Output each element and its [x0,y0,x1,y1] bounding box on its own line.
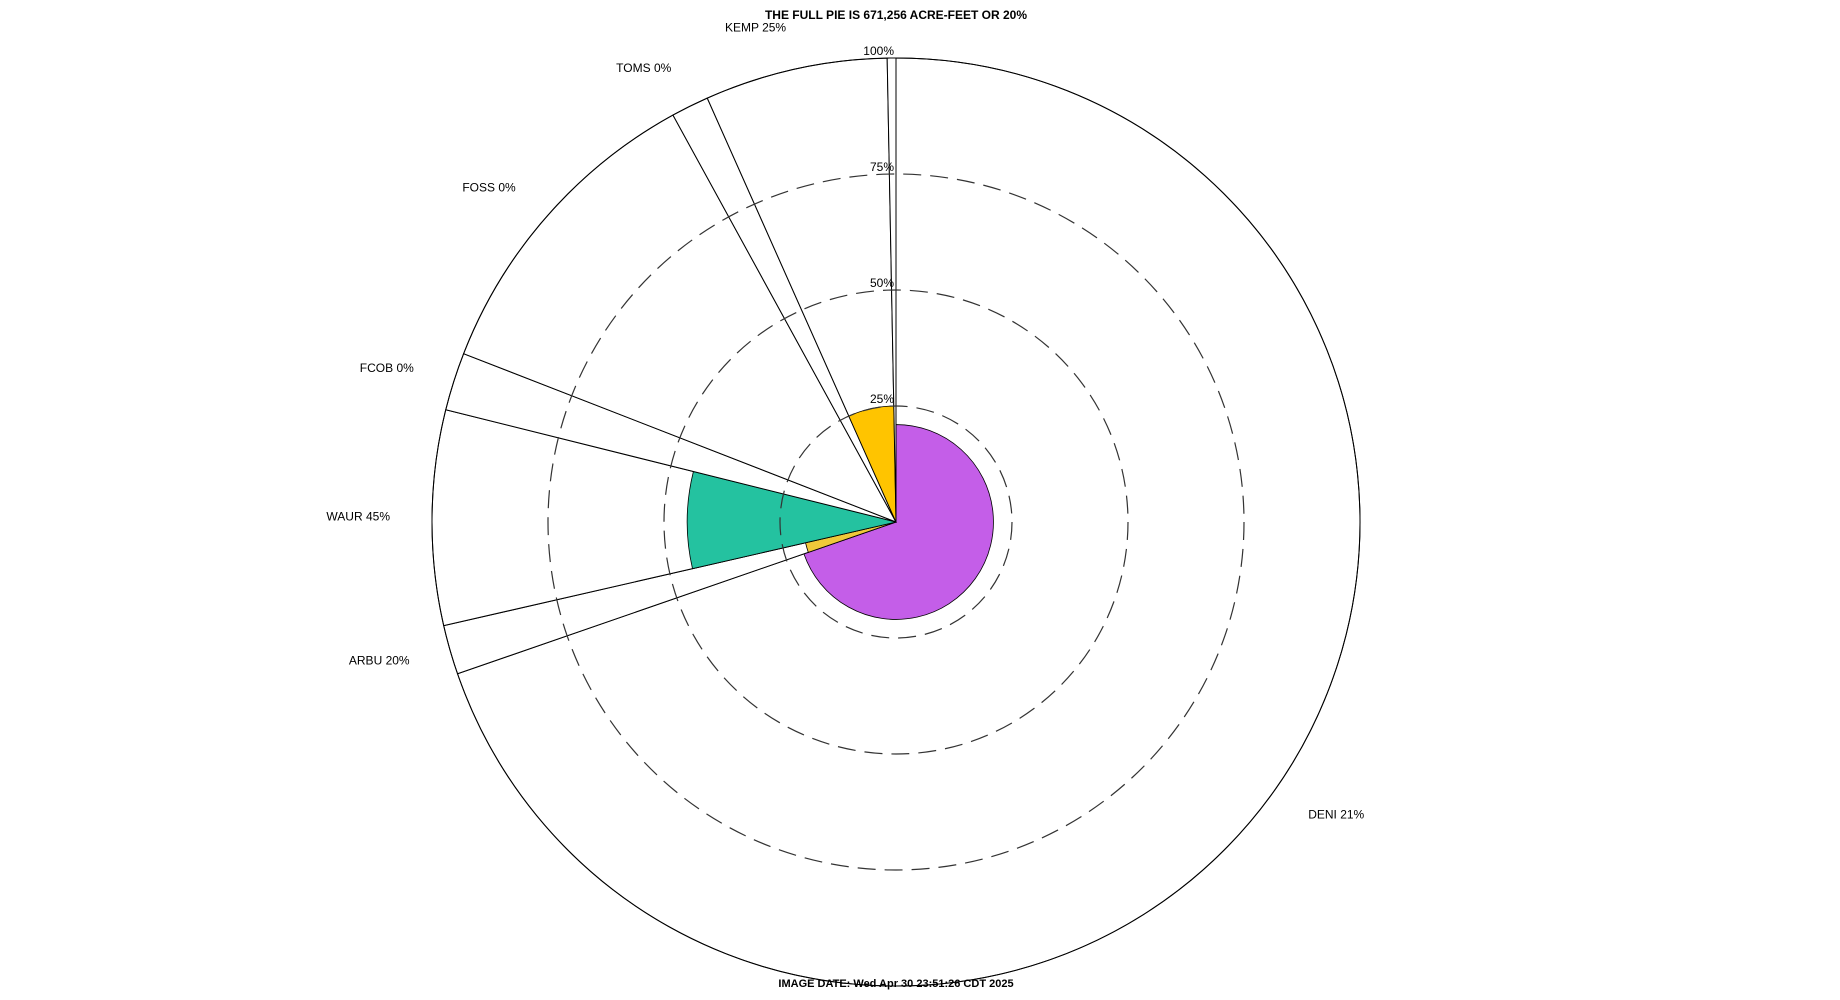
radial-tick-50: 50% [870,276,894,290]
chart-title: THE FULL PIE IS 671,256 ACRE-FEET OR 20% [765,8,1027,22]
slice-label-kemp: KEMP 25% [725,20,786,34]
radial-tick-labels: 25% 50% 75% 100% [863,44,894,406]
slice-label-group: DENI 21% ARBU 20% WAUR 45% FCOB 0% FOSS 0% TO… [326,20,1364,821]
ring-50 [663,289,1129,755]
outer-circle [431,57,1361,987]
radial-tick-75: 75% [870,160,894,174]
slice-label-arbu: ARBU 20% [349,654,410,668]
wedge-fill-waur [686,471,897,570]
slice-label-fcob: FCOB 0% [360,361,414,375]
ring-75 [547,173,1245,871]
image-date-footer: IMAGE DATE: Wed Apr 30 23:51:26 CDT 2025 [778,978,1013,990]
radial-tick-100: 100% [863,44,894,58]
slice-label-deni: DENI 21% [1308,808,1364,822]
radial-grid [431,57,1361,987]
ring-25 [779,405,1013,639]
radial-tick-25: 25% [870,392,894,406]
wedge-group [431,57,1361,987]
slice-label-waur: WAUR 45% [326,509,390,523]
wedge-fill-deni [803,424,994,620]
slice-label-toms: TOMS 0% [616,61,671,75]
slice-label-foss: FOSS 0% [462,180,516,194]
